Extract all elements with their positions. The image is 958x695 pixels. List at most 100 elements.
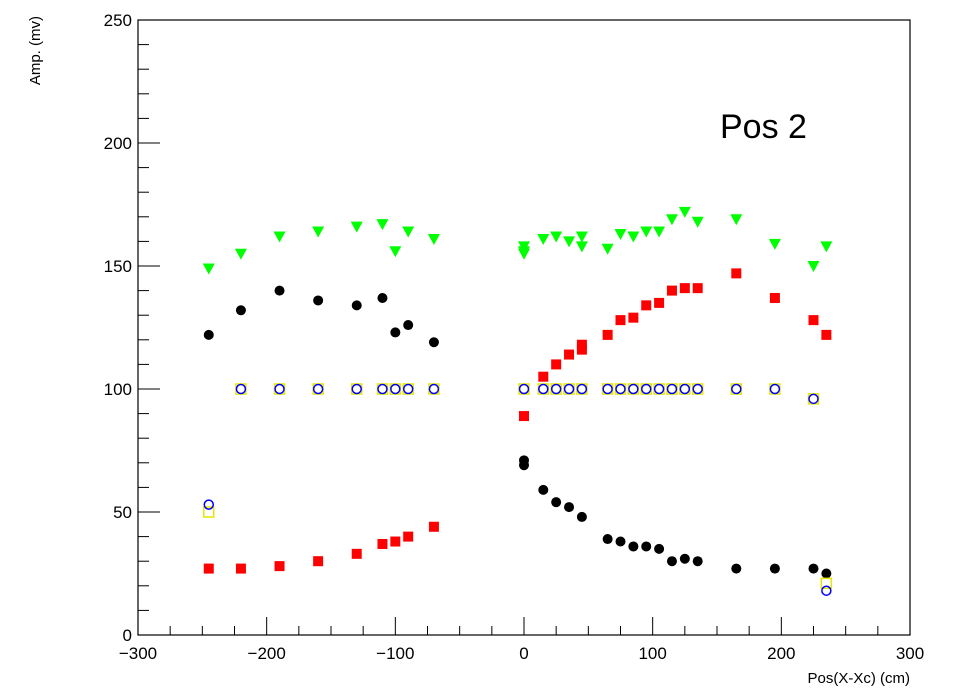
data-point-square-filled [666,285,677,296]
data-point-square-filled [641,300,652,311]
data-point-square-filled [821,329,832,340]
data-point-circle-filled [731,563,742,574]
data-point-circle-open [615,383,626,395]
data-point-circle-filled [377,292,388,303]
data-point-triangle-down [807,261,820,272]
data-point-square-filled [519,411,529,422]
data-point-circle-open [428,383,440,395]
data-point-circle-open [538,383,549,395]
data-point-square-filled [538,371,549,382]
data-point-circle-open [653,383,665,395]
data-point-circle-open [312,383,324,395]
y-tick-label: 250 [104,11,132,30]
data-point-circle-open [640,383,652,395]
data-point-circle-filled [203,329,214,340]
data-point-circle-open [821,585,832,596]
data-point-circle-filled [808,563,819,574]
x-tick-label: −300 [119,644,157,663]
data-point-circle-filled [641,541,652,552]
data-point-triangle-down [575,231,588,243]
data-point-square-filled [615,315,626,326]
data-point-square-filled [377,538,388,549]
data-point-triangle-down [640,226,653,238]
data-point-circle-filled [602,534,613,545]
data-point-square-filled [351,548,362,559]
data-point-triangle-down [601,243,614,255]
data-point-square-filled [692,283,703,294]
data-point-square-filled [428,521,439,532]
data-point-circle-open [390,383,401,395]
data-point-triangle-down [537,233,550,245]
data-point-circle-filled [551,497,562,508]
data-point-circle-filled [564,502,575,513]
data-point-circle-open [602,383,613,395]
data-point-circle-open [692,383,703,395]
data-point-square-filled [551,359,562,370]
x-tick-label: 100 [638,644,666,663]
data-point-triangle-down [202,263,215,275]
data-point-square-open [820,577,833,590]
data-point-square-filled [235,563,246,574]
data-point-circle-open [351,383,362,395]
data-point-square-filled [564,349,575,360]
data-point-circle-filled [390,327,401,338]
data-point-circle-open [563,383,575,395]
data-point-circle-open [274,383,285,395]
data-point-triangle-down [402,226,415,238]
data-point-circle-filled [654,543,665,554]
x-tick-label: 300 [896,644,924,663]
data-point-square-filled [731,268,742,279]
data-point-circle-filled [821,568,832,579]
data-point-triangle-down [768,238,781,250]
data-point-triangle-down [550,231,563,243]
data-point-circle-filled [769,563,780,574]
y-axis-title: Amp. (mv) [27,16,44,85]
y-tick-label: 150 [104,257,132,276]
y-tick-label: 100 [104,380,132,399]
y-tick-label: 50 [113,503,132,522]
data-point-square-filled [654,297,665,308]
x-tick-label: 200 [767,644,795,663]
x-tick-label: −200 [248,644,286,663]
data-point-square-filled [313,556,324,567]
data-point-circle-open [203,499,215,510]
data-point-square-filled [808,315,819,326]
data-point-circle-open [235,383,247,395]
data-point-circle-filled [576,511,587,522]
data-point-square-open [203,506,215,518]
x-axis-title: Pos(X-Xc) (cm) [808,670,911,687]
data-point-circle-filled [679,553,690,564]
data-point-circle-filled [628,541,639,552]
data-point-triangle-down [350,221,363,233]
x-tick-label: 0 [519,644,528,663]
data-point-triangle-down [627,231,640,243]
data-point-square-filled [602,329,613,340]
data-point-circle-open [666,383,678,395]
data-point-circle-open [377,383,388,395]
data-point-triangle-down [518,248,530,260]
data-point-square-filled [203,563,214,574]
y-tick-label: 200 [104,134,132,153]
data-point-triangle-down [376,219,389,231]
data-point-triangle-down [730,214,743,226]
data-point-circle-open [402,383,414,395]
data-point-circle-filled [615,536,626,547]
data-point-circle-filled [519,460,529,471]
chart-annotation: Pos 2 [720,108,807,146]
data-point-square-filled [628,312,639,323]
data-point-circle-filled [692,556,703,567]
data-point-triangle-down [691,216,704,228]
data-point-circle-open [550,383,562,395]
data-point-circle-filled [666,556,677,567]
data-point-triangle-down [678,206,691,218]
data-point-square-filled [769,292,780,303]
data-point-circle-filled [428,337,439,348]
data-point-circle-filled [313,295,324,306]
data-point-square-filled [576,339,587,350]
data-point-square-filled [274,561,285,572]
data-point-triangle-down [614,229,627,241]
data-point-circle-filled [235,305,246,316]
axis-tick-labels: −300 −200 −100 0 100 200 300 0 50 100 150 200 250 [104,11,925,663]
data-point-triangle-down [234,248,247,260]
